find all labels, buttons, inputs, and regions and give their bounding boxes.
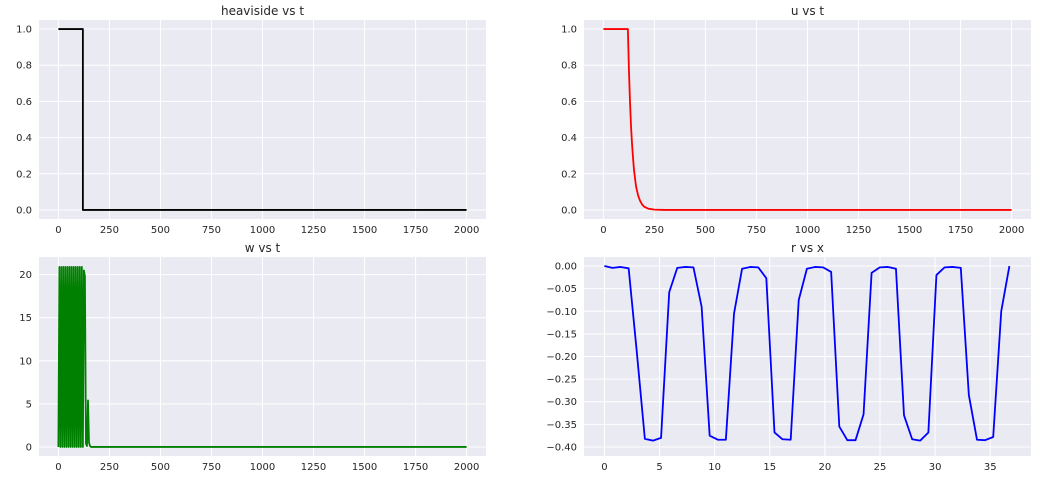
r-y-tick-label: −0.25: [546, 375, 577, 386]
r-y-tick-label: −0.10: [546, 307, 577, 318]
w-y-tick-label: 0: [26, 442, 32, 453]
w-x-tick-label: 0: [55, 462, 61, 473]
w-x-tick-label: 1250: [301, 462, 326, 473]
w-x-tick-label: 1000: [250, 462, 275, 473]
heaviside-y-tick-label: 0.2: [16, 169, 32, 180]
w-x-tick-label: 1500: [352, 462, 377, 473]
r-y-tick-label: −0.05: [546, 284, 577, 295]
u-chart-title: u vs t: [791, 4, 825, 18]
u-x-tick-label: 0: [600, 225, 606, 236]
w-x-tick-label: 1750: [403, 462, 428, 473]
w-x-tick-label: 2000: [454, 462, 479, 473]
heaviside-x-tick-label: 500: [151, 225, 170, 236]
u-x-tick-label: 500: [696, 225, 715, 236]
r-x-tick-label: 20: [818, 462, 831, 473]
heaviside-y-tick-label: 1.0: [16, 25, 32, 36]
r-y-tick-label: −0.30: [546, 397, 577, 408]
heaviside-series-line: [58, 28, 467, 211]
r-x-tick-label: 15: [763, 462, 776, 473]
r-x-tick-label: 30: [929, 462, 942, 473]
w-y-tick-label: 20: [19, 270, 32, 281]
w-chart-title: w vs t: [245, 241, 281, 255]
u-x-tick-label: 1500: [897, 225, 922, 236]
w-y-tick-label: 5: [26, 399, 32, 410]
heaviside-y-tick-label: 0.4: [16, 133, 32, 144]
u-x-tick-label: 1000: [795, 225, 820, 236]
heaviside-x-tick-label: 250: [100, 225, 119, 236]
heaviside-y-tick-label: 0.0: [16, 205, 32, 216]
r-chart-title: r vs x: [791, 241, 824, 255]
w-series-line: [57, 266, 467, 448]
heaviside-x-tick-label: 1750: [403, 225, 428, 236]
panel-w: 0 250 500 750 1000 1250 1500 1750 2000 0 5 10 15 20 w …: [19, 241, 486, 473]
w-y-tick-label: 10: [19, 356, 32, 367]
r-y-tick-label: −0.40: [546, 442, 577, 453]
r-x-tick-label: 0: [601, 462, 607, 473]
heaviside-x-tick-label: 1000: [250, 225, 275, 236]
heaviside-x-tick-label: 1500: [352, 225, 377, 236]
w-x-tick-label: 750: [202, 462, 221, 473]
w-x-tick-label: 250: [100, 462, 119, 473]
r-y-tick-label: −0.15: [546, 329, 577, 340]
u-y-tick-label: 0.4: [561, 133, 577, 144]
u-y-tick-label: 0.6: [561, 97, 577, 108]
r-series-line: [604, 265, 1011, 442]
u-x-tick-label: 750: [747, 225, 766, 236]
r-x-tick-label: 25: [874, 462, 887, 473]
u-y-tick-label: 0.2: [561, 169, 577, 180]
w-x-tick-label: 500: [151, 462, 170, 473]
panel-u: 0 250 500 750 1000 1250 1500 1750 2000 0.0 0.2 0.4 0…: [561, 4, 1031, 236]
panel-heaviside: 0 250 500 750 1000 1250 1500 1750 2000 0.0 0.2 0.4 0…: [16, 4, 486, 236]
u-y-tick-label: 0.8: [561, 61, 577, 72]
u-y-tick-label: 1.0: [561, 25, 577, 36]
r-y-tick-label: −0.20: [546, 352, 577, 363]
r-y-tick-label: −0.35: [546, 420, 577, 431]
heaviside-chart-title: heaviside vs t: [221, 4, 304, 18]
u-x-tick-label: 250: [645, 225, 664, 236]
heaviside-x-tick-label: 2000: [454, 225, 479, 236]
w-y-tick-label: 15: [19, 313, 32, 324]
heaviside-x-tick-label: 750: [202, 225, 221, 236]
r-y-tick-label: 0.00: [555, 262, 577, 273]
u-x-tick-label: 1250: [846, 225, 871, 236]
panel-r: 0 5 10 15 20 25 30 35 0.00 −0.05 −0.10 −0.15 −0.20 −0…: [546, 241, 1031, 473]
r-x-tick-label: 5: [656, 462, 662, 473]
heaviside-y-tick-label: 0.8: [16, 61, 32, 72]
u-x-tick-label: 2000: [999, 225, 1024, 236]
r-x-tick-label: 10: [708, 462, 721, 473]
u-x-tick-label: 1750: [948, 225, 973, 236]
u-series-line: [603, 28, 1012, 211]
u-y-tick-label: 0.0: [561, 205, 577, 216]
heaviside-y-tick-label: 0.6: [16, 97, 32, 108]
r-x-tick-label: 35: [984, 462, 997, 473]
heaviside-x-tick-label: 0: [55, 225, 61, 236]
heaviside-x-tick-label: 1250: [301, 225, 326, 236]
